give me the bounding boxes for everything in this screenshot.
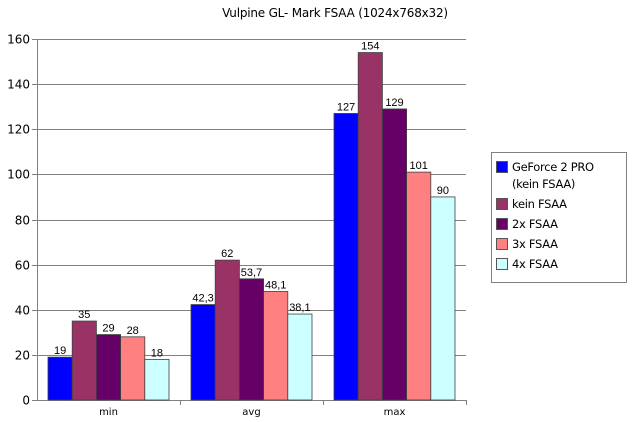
bar <box>430 196 456 401</box>
y-tick-label: 100 <box>7 168 30 182</box>
bar <box>144 358 170 401</box>
bar <box>71 320 97 401</box>
legend-label: GeForce 2 PRO (kein FSAA) <box>512 160 594 191</box>
data-label: 129 <box>385 97 403 109</box>
legend-item: GeForce 2 PRO (kein FSAA) <box>496 159 622 193</box>
chart-title: Vulpine GL- Mark FSAA (1024x768x32) <box>222 6 448 20</box>
y-tick-label: 60 <box>15 259 30 273</box>
bar <box>263 291 289 401</box>
legend-swatch <box>496 258 508 270</box>
legend-label: 2x FSAA <box>512 217 558 231</box>
data-label: 42,3 <box>192 293 213 305</box>
legend-item: 2x FSAA <box>496 216 622 233</box>
legend-swatch <box>496 198 508 210</box>
bar <box>406 171 432 401</box>
legend-item: 4x FSAA <box>496 256 622 273</box>
legend-label: kein FSAA <box>512 197 567 211</box>
bar <box>47 356 73 401</box>
data-label: 127 <box>337 101 355 113</box>
data-label: 62 <box>221 248 233 260</box>
x-tick-label: max <box>384 407 406 418</box>
legend-label: 3x FSAA <box>512 237 558 251</box>
data-label: 38,1 <box>289 302 310 314</box>
y-tick-label: 140 <box>7 78 30 92</box>
legend-swatch <box>496 161 508 173</box>
data-label: 29 <box>102 323 114 335</box>
legend-item: kein FSAA <box>496 196 622 213</box>
bar <box>238 278 264 401</box>
bar <box>96 334 122 401</box>
legend-swatch <box>496 238 508 250</box>
bar <box>357 52 383 401</box>
y-tick-label: 20 <box>15 349 30 363</box>
data-label: 101 <box>410 160 428 172</box>
bar <box>190 304 216 401</box>
data-label: 28 <box>127 325 139 337</box>
data-label: 18 <box>151 347 163 359</box>
legend-item: 3x FSAA <box>496 236 622 253</box>
y-tick-label: 80 <box>15 214 30 228</box>
bar <box>333 113 359 401</box>
legend: GeForce 2 PRO (kein FSAA) kein FSAA 2x FSA… <box>491 152 627 283</box>
data-label: 53,7 <box>241 267 262 279</box>
y-tick-label: 0 <box>22 394 30 408</box>
legend-label: 4x FSAA <box>512 257 558 271</box>
legend-swatch <box>496 218 508 230</box>
bar <box>120 336 146 401</box>
data-label: 154 <box>361 41 379 53</box>
y-tick-label: 40 <box>15 304 30 318</box>
data-label: 90 <box>437 185 449 197</box>
bar <box>287 313 313 401</box>
bar <box>381 108 407 401</box>
y-tick-label: 160 <box>7 33 30 47</box>
data-label: 35 <box>78 309 90 321</box>
data-label: 48,1 <box>265 279 286 291</box>
x-tick-label: min <box>99 407 118 418</box>
x-tick-label: avg <box>242 407 260 418</box>
y-tick-label: 120 <box>7 123 30 137</box>
data-label: 19 <box>54 345 66 357</box>
bar <box>214 259 240 401</box>
